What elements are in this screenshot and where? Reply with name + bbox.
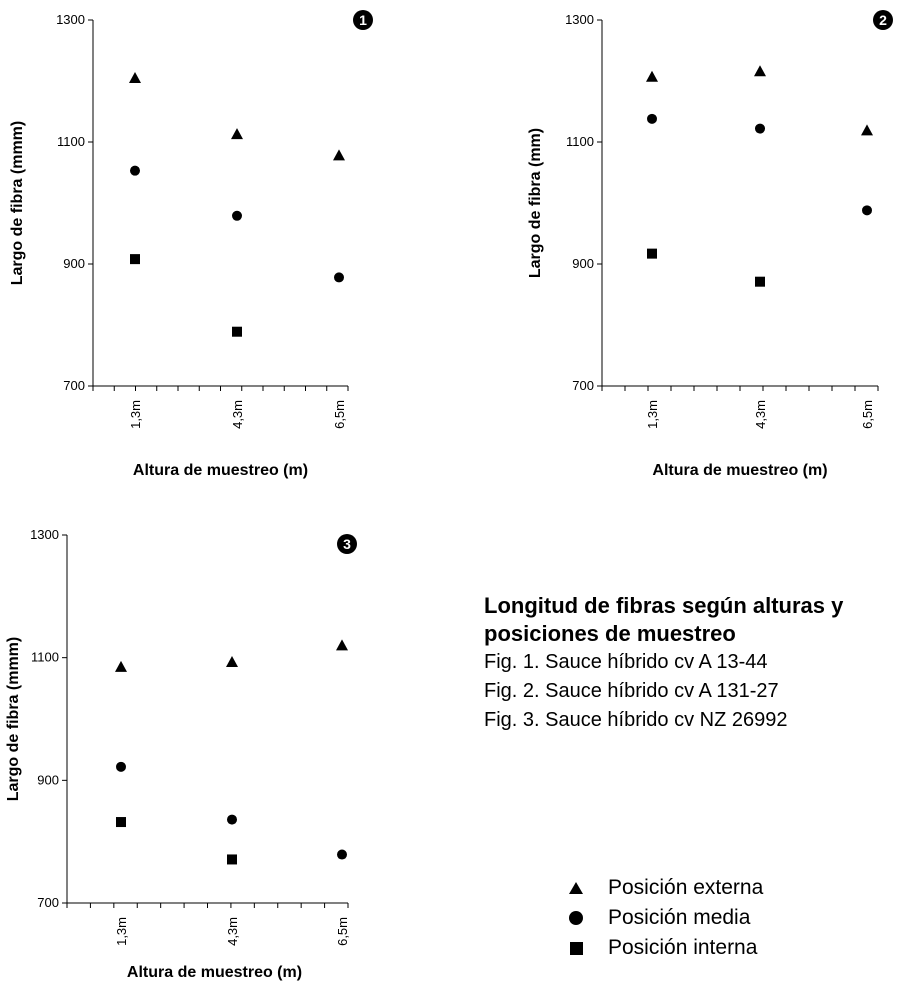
point-triangle (129, 71, 141, 83)
x-tick-label: 1,3m (645, 400, 660, 429)
chart-panel-2: 700 900 1100 1300 1,3m 4,3m 6,5m Altura de mues… (527, 10, 893, 479)
x-tick-label: 6,5m (332, 400, 347, 429)
point-triangle (333, 149, 345, 161)
y-tick-label: 700 (63, 378, 85, 393)
badge-circle (873, 10, 893, 30)
point-square (755, 276, 765, 287)
x-tick-label: 4,3m (230, 400, 245, 429)
x-axis-label: Altura de muestreo (m) (133, 462, 308, 479)
legend: Posición externa Posición media Posición… (566, 873, 763, 963)
legend-item-externa: Posición externa (566, 873, 763, 903)
legend-label: Posición externa (608, 876, 764, 899)
point-triangle (861, 124, 873, 136)
y-tick-label: 700 (37, 895, 59, 910)
point-circle (337, 849, 347, 860)
point-circle (232, 210, 242, 221)
y-tick-label: 900 (572, 256, 594, 271)
caption-fig1: Fig. 1. Sauce híbrido cv A 13-44 (484, 651, 768, 673)
badge-number: 1 (359, 12, 367, 28)
triangle-icon (569, 882, 583, 894)
point-circle (116, 761, 126, 772)
point-circle (755, 123, 765, 134)
chart-panel-1: 700 900 1100 1300 1,3m 4,3m 6,5m Altura de mues… (9, 10, 373, 479)
point-square (227, 854, 237, 865)
x-axis-label: Altura de muestreo (m) (652, 462, 827, 479)
badge-number: 3 (343, 536, 351, 552)
caption-title-line1: Longitud de fibras según alturas y (484, 593, 844, 618)
chart-panel-3: 700 900 1100 1300 1,3m 4,3m 6,5m Altura de mues… (5, 527, 357, 981)
point-circle (647, 113, 657, 124)
y-tick-label: 1100 (566, 134, 594, 149)
x-tick-label: 4,3m (753, 400, 768, 429)
figure-caption: Longitud de fibras según alturas y posic… (484, 592, 914, 735)
legend-label: Posición media (608, 906, 751, 929)
point-square (130, 254, 140, 265)
legend-item-interna: Posición interna (566, 933, 763, 963)
y-tick-label: 1300 (30, 527, 59, 542)
badge-circle (353, 10, 373, 30)
badge-circle (337, 534, 357, 554)
x-tick-label: 6,5m (335, 917, 350, 946)
y-tick-label: 1100 (57, 134, 85, 149)
caption-title-line2: posiciones de muestreo (484, 621, 736, 646)
y-tick-label: 1100 (31, 650, 59, 665)
y-tick-label: 1300 (56, 12, 85, 27)
x-tick-label: 6,5m (860, 400, 875, 429)
point-square (647, 248, 657, 259)
y-axis-label: Largo de fibra (mmm) (9, 121, 26, 285)
x-tick-label: 4,3m (225, 917, 240, 946)
point-triangle (754, 65, 766, 77)
point-triangle (231, 128, 243, 140)
legend-item-media: Posición media (566, 903, 763, 933)
point-triangle (646, 70, 658, 82)
caption-fig3: Fig. 3. Sauce híbrido cv NZ 26992 (484, 709, 788, 731)
badge-number: 2 (879, 12, 887, 28)
point-square (116, 817, 126, 828)
point-triangle (226, 655, 238, 667)
x-tick-label: 1,3m (128, 400, 143, 429)
point-triangle (115, 660, 127, 672)
x-axis-label: Altura de muestreo (m) (127, 964, 302, 981)
y-tick-label: 1300 (565, 12, 594, 27)
legend-label: Posición interna (608, 936, 758, 959)
point-square (232, 326, 242, 337)
y-axis-label: Largo de fibra (mmm) (5, 637, 22, 801)
point-circle (227, 814, 237, 825)
caption-fig2: Fig. 2. Sauce híbrido cv A 131-27 (484, 680, 779, 702)
y-tick-label: 900 (63, 256, 85, 271)
point-circle (334, 272, 344, 283)
point-triangle (336, 639, 348, 651)
circle-icon (569, 911, 583, 925)
y-tick-label: 700 (572, 378, 594, 393)
square-icon (570, 942, 583, 955)
x-tick-label: 1,3m (114, 917, 129, 946)
y-tick-label: 900 (37, 772, 59, 787)
point-circle (862, 205, 872, 216)
y-axis-label: Largo de fibra (mm) (527, 128, 544, 278)
point-circle (130, 165, 140, 176)
